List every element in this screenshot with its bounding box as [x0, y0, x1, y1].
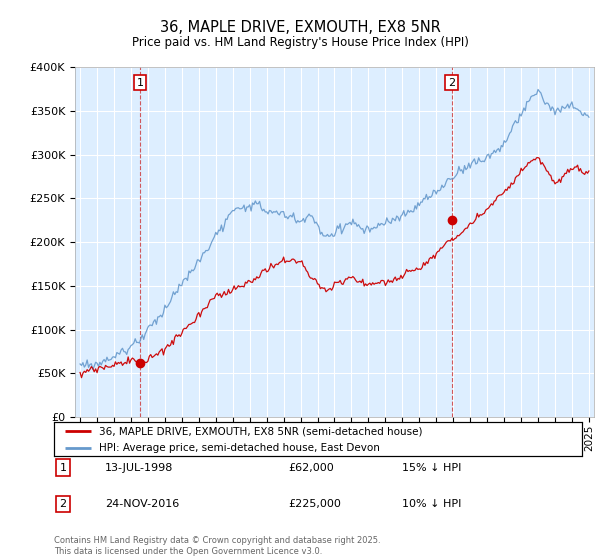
- Text: 1: 1: [136, 78, 143, 88]
- Text: 10% ↓ HPI: 10% ↓ HPI: [402, 499, 461, 509]
- Text: Contains HM Land Registry data © Crown copyright and database right 2025.
This d: Contains HM Land Registry data © Crown c…: [54, 536, 380, 556]
- Text: 36, MAPLE DRIVE, EXMOUTH, EX8 5NR (semi-detached house): 36, MAPLE DRIVE, EXMOUTH, EX8 5NR (semi-…: [99, 426, 422, 436]
- Text: 1: 1: [59, 463, 67, 473]
- Text: Price paid vs. HM Land Registry's House Price Index (HPI): Price paid vs. HM Land Registry's House …: [131, 36, 469, 49]
- Text: 2: 2: [448, 78, 455, 88]
- Text: 15% ↓ HPI: 15% ↓ HPI: [402, 463, 461, 473]
- Text: HPI: Average price, semi-detached house, East Devon: HPI: Average price, semi-detached house,…: [99, 443, 380, 452]
- Text: 24-NOV-2016: 24-NOV-2016: [105, 499, 179, 509]
- Text: 2: 2: [59, 499, 67, 509]
- Text: £225,000: £225,000: [288, 499, 341, 509]
- Text: 13-JUL-1998: 13-JUL-1998: [105, 463, 173, 473]
- Text: 36, MAPLE DRIVE, EXMOUTH, EX8 5NR: 36, MAPLE DRIVE, EXMOUTH, EX8 5NR: [160, 20, 440, 35]
- Text: £62,000: £62,000: [288, 463, 334, 473]
